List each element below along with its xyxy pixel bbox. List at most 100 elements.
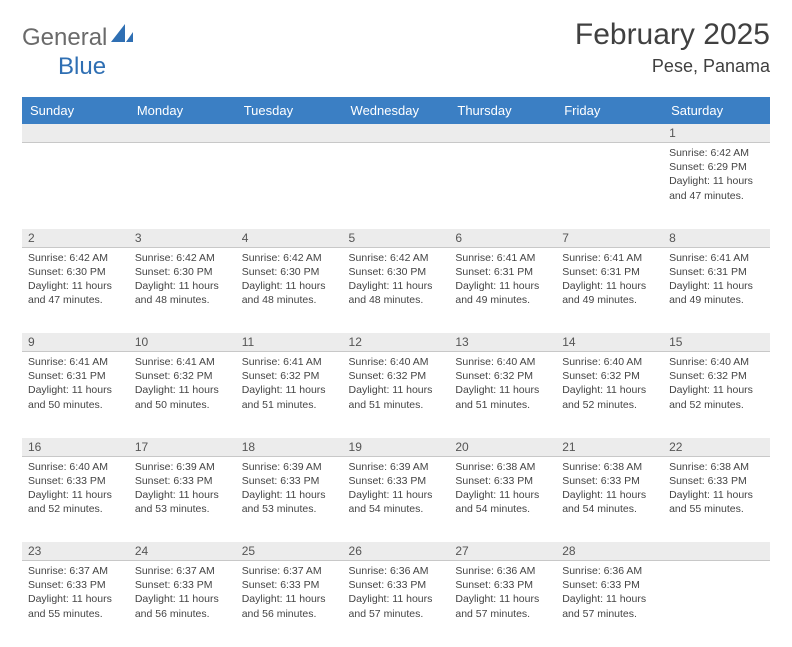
sunset-text: Sunset: 6:30 PM: [28, 265, 123, 279]
logo-text-blue: Blue: [58, 53, 792, 81]
sunrise-text: Sunrise: 6:39 AM: [349, 460, 444, 474]
sunrise-text: Sunrise: 6:41 AM: [562, 251, 657, 265]
day-number: 13: [449, 333, 556, 352]
day-cell: Sunrise: 6:41 AMSunset: 6:31 PMDaylight:…: [556, 247, 663, 333]
daylight-text: Daylight: 11 hours and 52 minutes.: [669, 383, 764, 411]
sunset-text: Sunset: 6:33 PM: [455, 578, 550, 592]
daylight-text: Daylight: 11 hours and 53 minutes.: [242, 488, 337, 516]
sunset-text: Sunset: 6:33 PM: [455, 474, 550, 488]
daylight-text: Daylight: 11 hours and 49 minutes.: [562, 279, 657, 307]
day-number-row: 9101112131415: [22, 333, 770, 352]
day-cell: Sunrise: 6:38 AMSunset: 6:33 PMDaylight:…: [663, 456, 770, 542]
day-number: 1: [663, 124, 770, 143]
sunset-text: Sunset: 6:32 PM: [242, 369, 337, 383]
day-number: 20: [449, 438, 556, 457]
day-cell: Sunrise: 6:40 AMSunset: 6:32 PMDaylight:…: [663, 352, 770, 438]
day-cell: Sunrise: 6:41 AMSunset: 6:32 PMDaylight:…: [129, 352, 236, 438]
sunset-text: Sunset: 6:33 PM: [135, 474, 230, 488]
day-number: [556, 124, 663, 143]
weekday-header: Sunday: [22, 97, 129, 124]
week-row: Sunrise: 6:42 AMSunset: 6:29 PMDaylight:…: [22, 143, 770, 229]
sunset-text: Sunset: 6:29 PM: [669, 160, 764, 174]
sunset-text: Sunset: 6:33 PM: [562, 578, 657, 592]
logo: General: [22, 24, 115, 52]
daylight-text: Daylight: 11 hours and 55 minutes.: [28, 592, 123, 620]
sunset-text: Sunset: 6:30 PM: [349, 265, 444, 279]
sunrise-text: Sunrise: 6:40 AM: [669, 355, 764, 369]
day-number: 12: [343, 333, 450, 352]
sunrise-text: Sunrise: 6:42 AM: [28, 251, 123, 265]
daylight-text: Daylight: 11 hours and 48 minutes.: [349, 279, 444, 307]
daylight-text: Daylight: 11 hours and 48 minutes.: [135, 279, 230, 307]
sunset-text: Sunset: 6:31 PM: [28, 369, 123, 383]
daylight-text: Daylight: 11 hours and 57 minutes.: [455, 592, 550, 620]
sunset-text: Sunset: 6:30 PM: [135, 265, 230, 279]
day-number: [343, 124, 450, 143]
day-number: 5: [343, 229, 450, 248]
weekday-header: Monday: [129, 97, 236, 124]
day-number: 18: [236, 438, 343, 457]
sunset-text: Sunset: 6:32 PM: [562, 369, 657, 383]
calendar-table: Sunday Monday Tuesday Wednesday Thursday…: [22, 97, 770, 647]
day-cell: Sunrise: 6:38 AMSunset: 6:33 PMDaylight:…: [449, 456, 556, 542]
sunset-text: Sunset: 6:32 PM: [455, 369, 550, 383]
day-cell: [22, 143, 129, 229]
day-number: 17: [129, 438, 236, 457]
day-cell: Sunrise: 6:39 AMSunset: 6:33 PMDaylight:…: [236, 456, 343, 542]
daylight-text: Daylight: 11 hours and 50 minutes.: [28, 383, 123, 411]
daylight-text: Daylight: 11 hours and 50 minutes.: [135, 383, 230, 411]
weekday-header-row: Sunday Monday Tuesday Wednesday Thursday…: [22, 97, 770, 124]
sunrise-text: Sunrise: 6:42 AM: [669, 146, 764, 160]
sunset-text: Sunset: 6:33 PM: [562, 474, 657, 488]
sunset-text: Sunset: 6:33 PM: [28, 474, 123, 488]
day-cell: Sunrise: 6:40 AMSunset: 6:32 PMDaylight:…: [556, 352, 663, 438]
day-number: 8: [663, 229, 770, 248]
day-cell: Sunrise: 6:42 AMSunset: 6:30 PMDaylight:…: [343, 247, 450, 333]
day-cell: Sunrise: 6:42 AMSunset: 6:30 PMDaylight:…: [22, 247, 129, 333]
day-cell: Sunrise: 6:36 AMSunset: 6:33 PMDaylight:…: [343, 561, 450, 647]
day-cell: Sunrise: 6:41 AMSunset: 6:31 PMDaylight:…: [22, 352, 129, 438]
sunrise-text: Sunrise: 6:39 AM: [242, 460, 337, 474]
day-cell: Sunrise: 6:36 AMSunset: 6:33 PMDaylight:…: [556, 561, 663, 647]
day-number: 7: [556, 229, 663, 248]
day-cell: Sunrise: 6:41 AMSunset: 6:31 PMDaylight:…: [449, 247, 556, 333]
daylight-text: Daylight: 11 hours and 48 minutes.: [242, 279, 337, 307]
weekday-header: Friday: [556, 97, 663, 124]
sunrise-text: Sunrise: 6:41 AM: [28, 355, 123, 369]
sunset-text: Sunset: 6:31 PM: [669, 265, 764, 279]
daylight-text: Daylight: 11 hours and 54 minutes.: [562, 488, 657, 516]
day-number: 24: [129, 542, 236, 561]
sunset-text: Sunset: 6:31 PM: [455, 265, 550, 279]
daylight-text: Daylight: 11 hours and 57 minutes.: [562, 592, 657, 620]
daylight-text: Daylight: 11 hours and 56 minutes.: [135, 592, 230, 620]
day-number: [663, 542, 770, 561]
day-cell: Sunrise: 6:37 AMSunset: 6:33 PMDaylight:…: [129, 561, 236, 647]
day-number: 26: [343, 542, 450, 561]
daylight-text: Daylight: 11 hours and 57 minutes.: [349, 592, 444, 620]
daylight-text: Daylight: 11 hours and 56 minutes.: [242, 592, 337, 620]
day-number: 6: [449, 229, 556, 248]
sunset-text: Sunset: 6:32 PM: [135, 369, 230, 383]
daylight-text: Daylight: 11 hours and 52 minutes.: [562, 383, 657, 411]
sunrise-text: Sunrise: 6:42 AM: [135, 251, 230, 265]
day-cell: [556, 143, 663, 229]
sunrise-text: Sunrise: 6:41 AM: [135, 355, 230, 369]
sunrise-text: Sunrise: 6:41 AM: [242, 355, 337, 369]
day-number-row: 232425262728: [22, 542, 770, 561]
sunrise-text: Sunrise: 6:40 AM: [349, 355, 444, 369]
day-number: 19: [343, 438, 450, 457]
sunrise-text: Sunrise: 6:37 AM: [242, 564, 337, 578]
day-number: [22, 124, 129, 143]
day-number: 28: [556, 542, 663, 561]
day-number: 23: [22, 542, 129, 561]
day-number: 10: [129, 333, 236, 352]
daylight-text: Daylight: 11 hours and 51 minutes.: [242, 383, 337, 411]
day-number: [449, 124, 556, 143]
sunset-text: Sunset: 6:33 PM: [242, 578, 337, 592]
sunrise-text: Sunrise: 6:36 AM: [562, 564, 657, 578]
day-cell: [663, 561, 770, 647]
day-cell: [236, 143, 343, 229]
day-cell: Sunrise: 6:42 AMSunset: 6:30 PMDaylight:…: [129, 247, 236, 333]
day-cell: [129, 143, 236, 229]
day-number: [129, 124, 236, 143]
